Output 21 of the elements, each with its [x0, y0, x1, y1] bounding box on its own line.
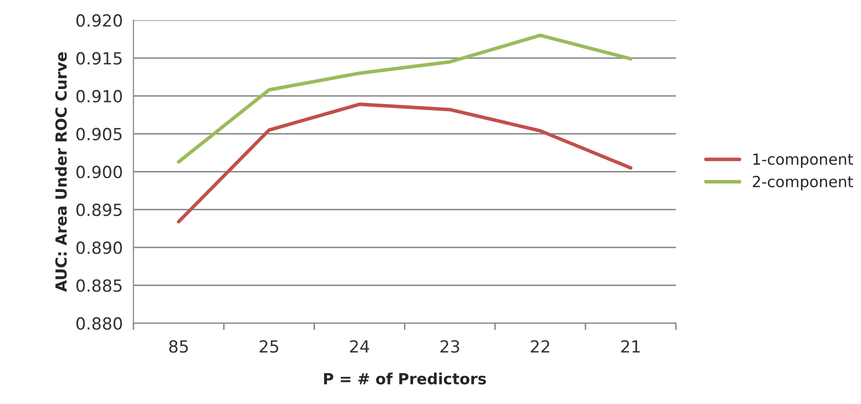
x-tick-label: 24: [350, 340, 370, 353]
y-tick-label: 0.895: [76, 204, 122, 216]
legend-label: 1-component: [753, 154, 854, 168]
x-tick-label: 21: [621, 340, 640, 353]
legend-label: 2-component: [752, 176, 854, 190]
x-axis-title: P = # of Predictors: [324, 372, 486, 384]
x-tick-label: 22: [530, 340, 550, 353]
x-tick-label: 85: [169, 340, 188, 353]
line-series: [176, 34, 632, 164]
y-tick-label: 0.890: [76, 241, 122, 254]
y-tick-label: 0.885: [76, 279, 122, 292]
y-tick-label: 0.900: [76, 166, 122, 178]
y-tick-label: 0.920: [76, 14, 122, 27]
y-tick-label: 0.880: [76, 317, 122, 330]
y-tick-label: 0.910: [76, 90, 122, 103]
x-tick-label: 23: [440, 340, 460, 353]
y-tick-label: 0.915: [76, 52, 122, 65]
line-series: [176, 102, 632, 224]
x-tick-label: 25: [260, 340, 278, 353]
y-tick-label: 0.905: [76, 128, 122, 140]
y-axis-title: AUC: Area Under ROC Curve: [54, 52, 67, 292]
